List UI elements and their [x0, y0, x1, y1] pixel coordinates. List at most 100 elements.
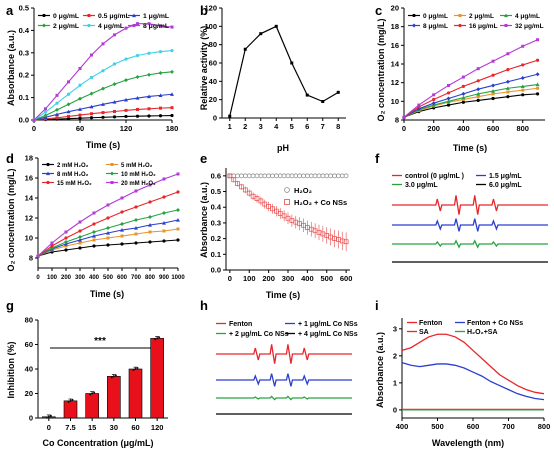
data-point — [162, 211, 166, 215]
data-point — [506, 90, 510, 94]
data-point — [78, 96, 82, 101]
x-tick-label: 120 — [151, 423, 164, 432]
data-point — [250, 173, 256, 179]
panel-e-ylabel: Absorbance (a.u.) — [199, 182, 209, 258]
x-tick-label: 500 — [103, 275, 114, 281]
data-point — [90, 53, 93, 57]
replicate-point — [136, 367, 139, 370]
data-point — [124, 78, 128, 83]
data-point — [312, 173, 318, 179]
y-tick-label: 40 — [25, 365, 33, 374]
data-point — [101, 102, 105, 106]
y-tick-label: 0.1 — [19, 93, 29, 102]
spectrum-trace-h-2 — [216, 395, 352, 401]
x-tick-label: 300 — [282, 274, 295, 283]
series-line-c-1 — [403, 87, 538, 118]
legend-marker — [87, 14, 91, 17]
y-tick-label: 0.5 — [211, 187, 221, 196]
data-point — [520, 84, 525, 88]
data-point — [44, 107, 47, 111]
y-tick-label: 0 — [213, 114, 217, 123]
y-tick-label: 0.0 — [211, 266, 221, 275]
legend-marker — [412, 23, 416, 28]
x-tick-label: 500 — [320, 274, 333, 283]
x-tick-label: 800 — [538, 422, 551, 431]
data-point — [136, 22, 139, 26]
legend-entry: + 4 μg/mL Co NSs — [298, 331, 358, 338]
panel-a-xlabel: Time (s) — [86, 140, 120, 150]
y-tick-label: 60 — [209, 59, 217, 68]
data-point — [120, 222, 124, 226]
data-point — [535, 82, 540, 87]
x-tick-label: 300 — [75, 275, 86, 281]
data-point — [135, 53, 140, 58]
data-point — [67, 114, 70, 118]
data-point — [258, 198, 264, 204]
data-point — [148, 223, 152, 227]
panel-label-c: c — [375, 3, 382, 18]
panel-label-a: a — [6, 3, 14, 18]
legend-entry: 20 mM H₂O₂ — [121, 181, 156, 187]
legend-entry: Fenton — [229, 321, 252, 328]
series-line-c-4 — [403, 59, 538, 118]
data-point — [170, 69, 174, 74]
data-point — [281, 173, 287, 179]
data-point — [66, 92, 71, 96]
data-point — [231, 177, 237, 183]
data-point — [36, 254, 40, 258]
data-point — [461, 75, 465, 79]
data-point — [112, 115, 117, 119]
replicate-point — [134, 368, 137, 370]
data-point — [305, 173, 310, 179]
data-point — [170, 92, 174, 96]
data-point — [536, 86, 540, 90]
x-tick-label: 7 — [321, 122, 325, 131]
data-point — [158, 114, 163, 118]
data-point — [332, 173, 337, 179]
legend-marker — [132, 24, 136, 27]
panel-i-ylabel: Absorbance (a.u.) — [375, 332, 385, 408]
series-line-c-0 — [403, 93, 538, 118]
data-point — [55, 93, 59, 97]
bar — [63, 400, 78, 419]
legend-entry: 0 μg/mL — [53, 13, 79, 20]
data-point — [158, 50, 163, 54]
data-point — [491, 73, 495, 77]
x-tick-label: 8 — [336, 122, 340, 131]
y-tick-label: 60 — [25, 340, 33, 349]
data-point — [92, 211, 96, 215]
data-point — [162, 195, 166, 199]
panel-d-xlabel: Time (s) — [90, 289, 124, 299]
x-tick-label: 1000 — [171, 275, 185, 281]
data-point — [321, 100, 325, 103]
legend-entry: H₂O₂+SA — [467, 329, 498, 336]
data-point — [134, 232, 138, 236]
x-tick-label: 6 — [305, 122, 309, 131]
data-point — [147, 22, 151, 26]
x-tick-label: 30 — [110, 423, 118, 432]
data-point — [285, 173, 291, 179]
legend-entry: + 2 μg/mL Co NSs — [229, 331, 289, 338]
replicate-point — [89, 393, 92, 396]
data-point — [262, 201, 268, 207]
y-tick-label: 8 — [29, 254, 33, 263]
data-point — [281, 213, 287, 219]
panel-label-d: d — [6, 151, 14, 166]
spectrum-trace-f-2 — [392, 239, 548, 249]
data-point — [290, 61, 294, 65]
x-tick-label: 0 — [402, 124, 406, 133]
legend-marker — [110, 171, 114, 176]
data-point — [113, 109, 116, 113]
epr-spectra-h: Fenton + 1 μg/mL Co NSs + 2 μg/mL Co NSs + … — [216, 321, 358, 415]
data-point — [106, 216, 110, 220]
x-tick-label: 600 — [117, 275, 128, 281]
data-point — [101, 69, 105, 73]
bar — [107, 376, 121, 419]
legend-entry: 1 μg/mL — [143, 13, 169, 20]
data-point — [120, 196, 124, 200]
data-point — [274, 173, 279, 179]
data-point — [101, 42, 105, 46]
panel-e-xlabel: Time (s) — [266, 290, 300, 300]
legend-entry: 10 mM H₂O₂ — [121, 172, 156, 178]
